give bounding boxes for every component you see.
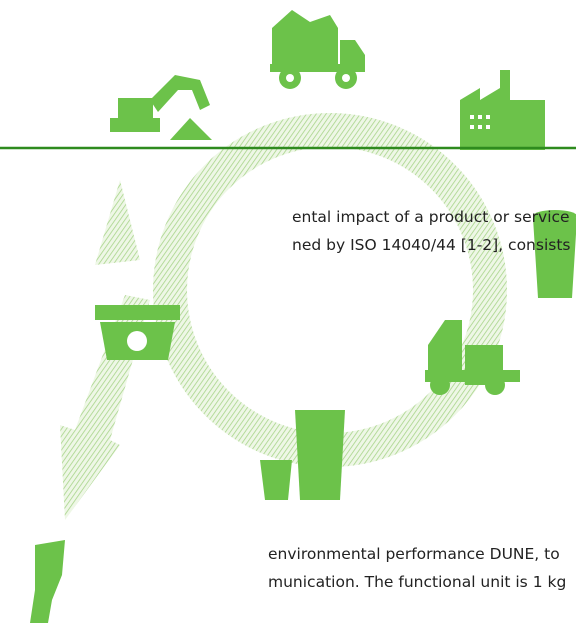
paint-splash	[30, 540, 65, 623]
text-line: ental impact of a product or service	[292, 208, 570, 226]
text-line: munication. The functional unit is 1 kg	[268, 573, 566, 591]
factory-icon	[460, 70, 545, 150]
truck-icon	[270, 10, 365, 89]
text-line: ned by ISO 14040/44 [1-2], consists of	[292, 236, 576, 254]
cycle-diagram	[30, 10, 576, 623]
recycle-bin-icon	[95, 305, 180, 360]
text-line: environmental performance DUNE, to	[268, 545, 560, 563]
page: ental impact of a product or service ned…	[0, 0, 576, 623]
cycle-ring	[170, 130, 490, 450]
document: ental impact of a product or service ned…	[0, 0, 576, 623]
arrow-head	[95, 180, 140, 265]
excavator-icon	[110, 75, 212, 140]
